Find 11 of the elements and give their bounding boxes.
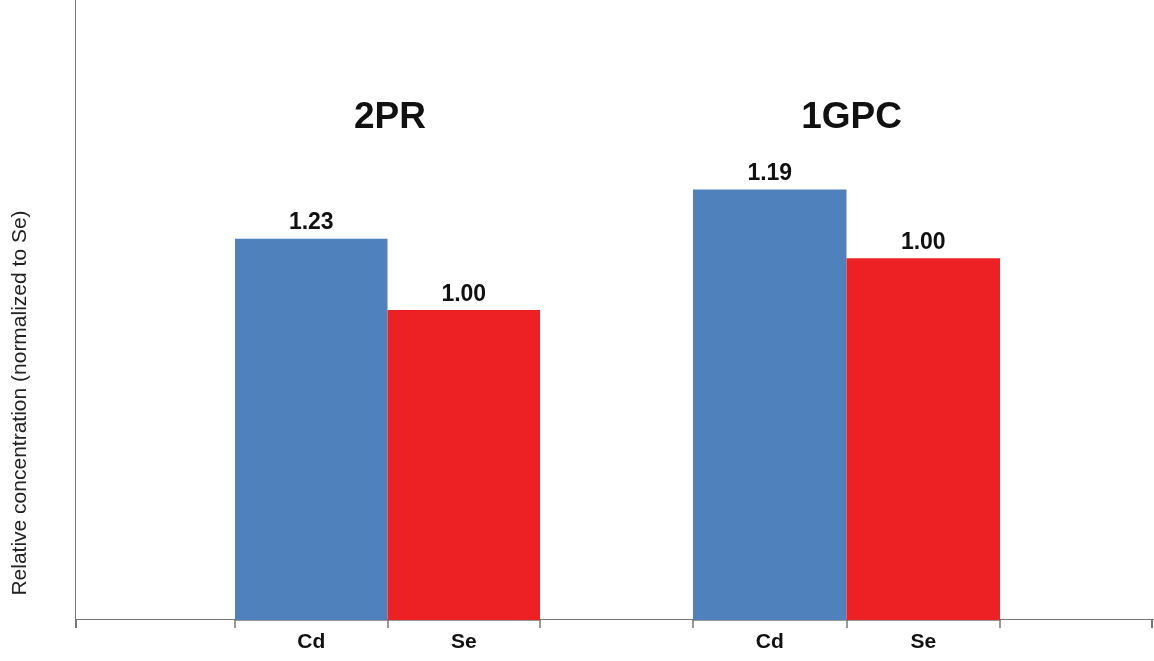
x-tick-label: Se — [450, 629, 477, 652]
data-label: 1.19 — [747, 159, 793, 186]
x-tick-label: Cd — [755, 629, 784, 652]
data-label: 1.23 — [288, 208, 334, 235]
x-tick-label: Se — [910, 629, 937, 652]
y-axis-title: Relative concentration (normalized to Se) — [7, 210, 30, 596]
data-label: 1.00 — [441, 279, 487, 306]
chart-title: 2PR — [354, 95, 426, 136]
data-label: 1.00 — [900, 227, 946, 254]
x-tick-label: Cd — [297, 629, 326, 652]
chart-title: 1GPC — [801, 95, 902, 136]
